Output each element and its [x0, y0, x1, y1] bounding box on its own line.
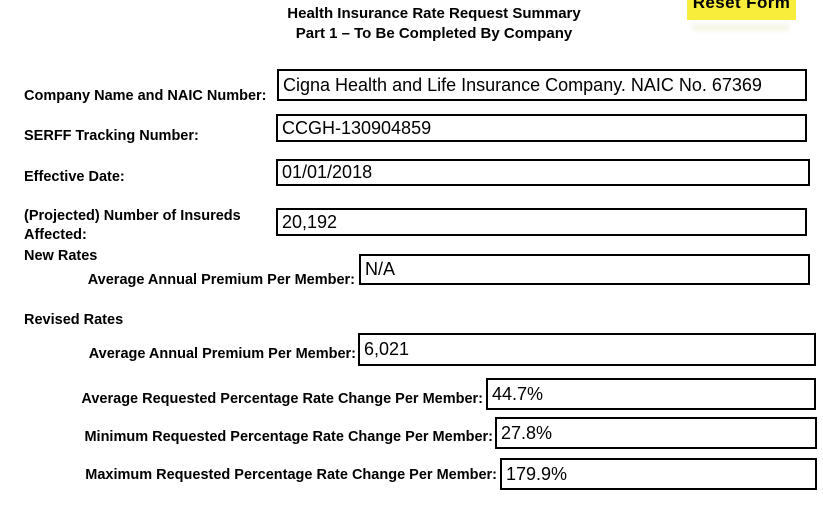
average-rate-change-label: Average Requested Percentage Rate Change…: [81, 391, 483, 407]
average-rate-change-input[interactable]: [486, 378, 816, 410]
form-title: Health Insurance Rate Request Summary Pa…: [34, 4, 823, 44]
form-title-line1: Health Insurance Rate Request Summary: [287, 5, 581, 22]
insureds-affected-label-line2: Affected:: [24, 227, 87, 243]
new-rates-average-annual-premium-label: Average Annual Premium Per Member:: [87, 272, 355, 288]
insureds-affected-label-line1: (Projected) Number of Insureds: [24, 208, 241, 224]
revised-rates-section-label: Revised Rates: [24, 312, 124, 328]
new-rates-average-annual-premium-input[interactable]: [359, 254, 810, 285]
revised-rates-average-annual-premium-label: Average Annual Premium Per Member:: [88, 346, 356, 362]
effective-date-input[interactable]: [276, 159, 810, 186]
reset-button-shadow: [692, 24, 789, 31]
revised-rates-average-annual-premium-input[interactable]: [358, 333, 816, 366]
reset-form-button[interactable]: Reset Form: [687, 0, 796, 20]
maximum-rate-change-input[interactable]: [500, 458, 817, 490]
company-name-label: Company Name and NAIC Number:: [24, 88, 267, 104]
insureds-affected-input[interactable]: [276, 208, 807, 236]
serff-tracking-number-input[interactable]: [276, 114, 807, 142]
serff-tracking-number-label: SERFF Tracking Number:: [24, 128, 199, 144]
form-title-line2: Part 1 – To Be Completed By Company: [295, 25, 573, 42]
minimum-rate-change-input[interactable]: [495, 417, 817, 449]
maximum-rate-change-label: Maximum Requested Percentage Rate Change…: [85, 467, 497, 483]
new-rates-section-label: New Rates: [24, 248, 98, 264]
company-name-input[interactable]: [277, 69, 807, 101]
minimum-rate-change-label: Minimum Requested Percentage Rate Change…: [84, 429, 493, 445]
effective-date-label: Effective Date:: [24, 169, 125, 185]
